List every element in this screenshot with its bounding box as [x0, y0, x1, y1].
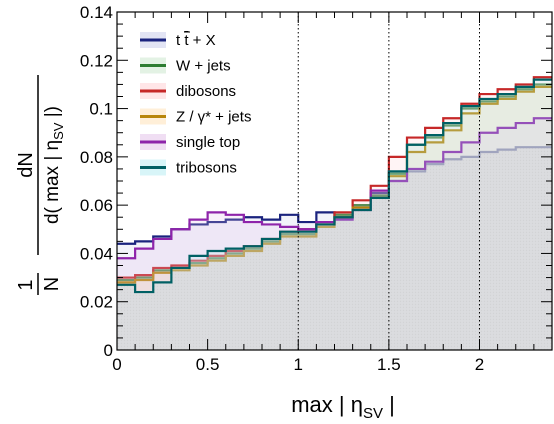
- y-tick-label: 0.04: [80, 244, 113, 263]
- y-axis-title-frac-den: N: [41, 277, 63, 291]
- y-axis-title: 1 N dN d( max | ηSV |): [15, 75, 66, 295]
- legend-entry-5: tribosons: [140, 160, 237, 177]
- x-axis-title: max | ηSV |: [291, 392, 395, 422]
- legend-entry-3: Z / γ* + jets: [140, 109, 251, 126]
- y-axis-title-den-sub: SV: [51, 122, 66, 140]
- legend-entry-1: W + jets: [140, 58, 231, 75]
- legend-entry-0: t t + X: [140, 32, 216, 49]
- y-axis-title-frac-num: 1: [15, 279, 37, 290]
- legend-entry-2: dibosons: [140, 83, 236, 100]
- y-tick-label: 0.14: [80, 3, 113, 22]
- x-axis-title-sub: SV: [363, 405, 383, 422]
- y-tick-label: 0.08: [80, 148, 113, 167]
- y-axis-title-den-end: |): [42, 106, 63, 123]
- y-axis-title-den: d( max | ηSV |): [42, 106, 66, 224]
- legend-label: single top: [176, 134, 240, 151]
- x-tick-label: 1.5: [377, 355, 401, 374]
- legend-label: tribosons: [176, 160, 237, 177]
- legend-label: W + jets: [176, 58, 231, 75]
- y-axis-title-num: dN: [15, 152, 37, 178]
- x-axis-title-main: max | η: [291, 392, 363, 417]
- y-tick-label: 0.02: [80, 293, 113, 312]
- y-tick-label: 0: [104, 341, 113, 360]
- legend-label: t t + X: [176, 32, 216, 49]
- legend-label: Z / γ* + jets: [176, 109, 251, 126]
- y-tick-label: 0.1: [89, 100, 113, 119]
- x-axis-title-end: |: [383, 392, 395, 417]
- legend-label: dibosons: [176, 83, 236, 100]
- y-tick-label: 0.06: [80, 196, 113, 215]
- x-tick-label: 1: [294, 355, 303, 374]
- x-tick-label: 2: [475, 355, 484, 374]
- x-tick-label: 0.5: [196, 355, 220, 374]
- y-axis-title-den-main: d( max | η: [42, 140, 63, 224]
- x-tick-label: 0: [112, 355, 121, 374]
- legend-entry-4: single top: [140, 134, 240, 151]
- y-tick-label: 0.12: [80, 51, 113, 70]
